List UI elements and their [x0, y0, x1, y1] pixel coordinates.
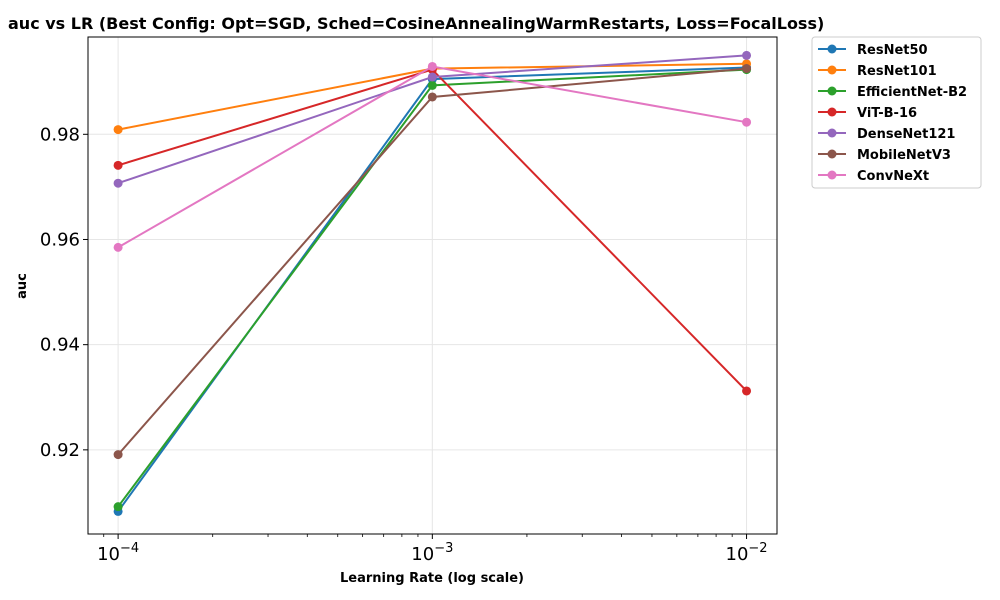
data-point-vit-b-16 [113, 160, 123, 170]
data-point-densenet121 [742, 50, 752, 60]
grid [88, 37, 777, 534]
data-point-resnet101 [113, 125, 123, 135]
y-tick-label: 0.96 [40, 229, 80, 250]
legend: ResNet50 ResNet101 EfficientNet-B2 ViT-B-16… [811, 36, 982, 189]
data-point-efficientnet-b2 [427, 80, 437, 90]
legend-label-mobilenetv3: MobileNetV3 [857, 148, 951, 163]
y-tick-label: 0.92 [40, 440, 80, 461]
data-point-mobilenetv3 [427, 92, 437, 102]
axis-ticks: 0.92 0.94 0.96 0.98 10−4 10−3 10−2 [40, 124, 768, 565]
legend-marker-densenet121 [827, 128, 837, 138]
y-tick-label: 0.94 [40, 335, 80, 356]
legend-label-convnext: ConvNeXt [857, 169, 929, 184]
legend-box [811, 36, 982, 189]
legend-marker-resnet50 [827, 44, 837, 54]
data-point-convnext [742, 117, 752, 127]
y-axis-label: auc [15, 273, 30, 299]
y-tick-label: 0.98 [40, 124, 80, 145]
legend-label-resnet50: ResNet50 [857, 43, 928, 58]
legend-marker-efficientnet-b2 [827, 86, 837, 96]
x-tick-label: 10−3 [411, 541, 453, 565]
legend-label-densenet121: DenseNet121 [857, 127, 955, 142]
legend-marker-mobilenetv3 [827, 149, 837, 159]
data-point-mobilenetv3 [742, 64, 752, 74]
data-point-efficientnet-b2 [113, 502, 123, 512]
chart-title: auc vs LR (Best Config: Opt=SGD, Sched=C… [8, 14, 824, 33]
data-point-convnext [113, 242, 123, 252]
legend-label-efficientnet-b2: EfficientNet-B2 [857, 85, 967, 100]
data-point-mobilenetv3 [113, 450, 123, 460]
legend-marker-convnext [827, 170, 837, 180]
data-point-convnext [427, 61, 437, 71]
data-point-vit-b-16 [742, 386, 752, 396]
data-point-densenet121 [427, 72, 437, 82]
legend-label-vit-b-16: ViT-B-16 [857, 106, 917, 121]
legend-marker-resnet101 [827, 65, 837, 75]
series-layer [113, 50, 752, 516]
x-axis-label: Learning Rate (log scale) [340, 571, 524, 586]
x-tick-label: 10−4 [97, 541, 139, 565]
x-tick-label: 10−2 [726, 541, 768, 565]
legend-marker-vit-b-16 [827, 107, 837, 117]
legend-label-resnet101: ResNet101 [857, 64, 937, 79]
data-point-densenet121 [113, 178, 123, 188]
